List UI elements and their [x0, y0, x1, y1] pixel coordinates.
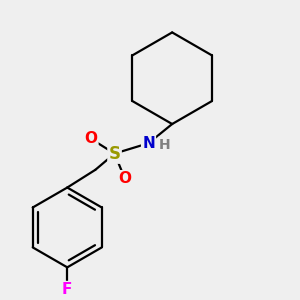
Text: O: O [118, 171, 131, 186]
Text: S: S [109, 145, 121, 163]
Text: N: N [142, 136, 155, 151]
Text: H: H [159, 138, 171, 152]
Text: O: O [84, 131, 98, 146]
Text: F: F [62, 282, 72, 297]
